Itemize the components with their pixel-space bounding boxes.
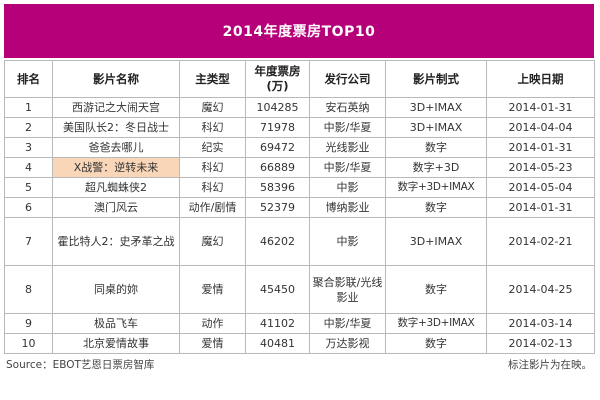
cell-distributor: 中影 — [309, 217, 386, 266]
cell-format: 数字 — [385, 333, 487, 354]
cell-distributor: 博纳影业 — [309, 197, 386, 218]
cell-rank: 9 — [4, 313, 53, 334]
cell-genre: 魔幻 — [179, 97, 246, 118]
cell-release-date: 2014-02-21 — [486, 217, 595, 266]
cell-film-name: 西游记之大闹天宫 — [52, 97, 180, 118]
table-row: 8 同桌的妳 爱情 45450 聚合影联/光线影业 数字 2014-04-25 — [4, 265, 595, 314]
cell-rank: 1 — [4, 97, 53, 118]
cell-film-name: 爸爸去哪儿 — [52, 137, 180, 158]
cell-box-office: 40481 — [245, 333, 310, 354]
cell-genre: 科幻 — [179, 117, 246, 138]
table-row: 4 X战警：逆转未来 科幻 66889 中影/华夏 数字+3D 2014-05-… — [4, 157, 595, 178]
cell-genre: 科幻 — [179, 157, 246, 178]
cell-rank: 8 — [4, 265, 53, 314]
table-footer: Source：EBOT艺恩日票房智库 标注影片为在映。 — [4, 357, 594, 372]
cell-format: 数字 — [385, 265, 487, 314]
cell-format: 数字+3D — [385, 157, 487, 178]
header-rank: 排名 — [4, 60, 53, 98]
cell-distributor: 安石英纳 — [309, 97, 386, 118]
box-office-table: 排名 影片名称 主类型 年度票房(万) 发行公司 影片制式 上映日期 1 西游记… — [4, 60, 595, 354]
cell-film-name: 北京爱情故事 — [52, 333, 180, 354]
header-box-office: 年度票房(万) — [245, 60, 310, 98]
cell-format: 3D+IMAX — [385, 97, 487, 118]
cell-box-office: 45450 — [245, 265, 310, 314]
cell-format: 3D+IMAX — [385, 217, 487, 266]
cell-box-office: 66889 — [245, 157, 310, 178]
cell-rank: 10 — [4, 333, 53, 354]
cell-genre: 动作 — [179, 313, 246, 334]
cell-distributor: 中影/华夏 — [309, 157, 386, 178]
cell-rank: 5 — [4, 177, 53, 198]
cell-film-name: 极品飞车 — [52, 313, 180, 334]
cell-rank: 6 — [4, 197, 53, 218]
cell-genre: 爱情 — [179, 333, 246, 354]
cell-box-office: 104285 — [245, 97, 310, 118]
cell-rank: 2 — [4, 117, 53, 138]
source-note: Source：EBOT艺恩日票房智库 — [6, 359, 155, 371]
header-format: 影片制式 — [385, 60, 487, 98]
cell-release-date: 2014-05-04 — [486, 177, 595, 198]
cell-release-date: 2014-01-31 — [486, 97, 595, 118]
cell-distributor: 万达影视 — [309, 333, 386, 354]
box-office-table-container: 2014年度票房TOP10 排名 影片名称 主类型 年度票房(万) 发行公司 影… — [4, 4, 595, 372]
table-row: 2 美国队长2：冬日战士 科幻 71978 中影/华夏 3D+IMAX 2014… — [4, 117, 595, 138]
cell-film-name: 霍比特人2：史矛革之战 — [52, 217, 180, 266]
cell-release-date: 2014-02-13 — [486, 333, 595, 354]
cell-genre: 爱情 — [179, 265, 246, 314]
cell-distributor: 中影/华夏 — [309, 117, 386, 138]
highlight-note: 标注影片为在映。 — [508, 359, 592, 371]
cell-rank: 7 — [4, 217, 53, 266]
cell-release-date: 2014-01-31 — [486, 197, 595, 218]
table-row: 10 北京爱情故事 爱情 40481 万达影视 数字 2014-02-13 — [4, 333, 595, 354]
header-distributor: 发行公司 — [309, 60, 386, 98]
cell-film-name: 超凡蜘蛛侠2 — [52, 177, 180, 198]
cell-box-office: 58396 — [245, 177, 310, 198]
cell-release-date: 2014-05-23 — [486, 157, 595, 178]
header-genre: 主类型 — [179, 60, 246, 98]
cell-distributor: 光线影业 — [309, 137, 386, 158]
cell-box-office: 41102 — [245, 313, 310, 334]
cell-film-name-highlighted: X战警：逆转未来 — [52, 157, 180, 178]
cell-genre: 纪实 — [179, 137, 246, 158]
cell-release-date: 2014-04-25 — [486, 265, 595, 314]
header-row: 排名 影片名称 主类型 年度票房(万) 发行公司 影片制式 上映日期 — [4, 60, 595, 98]
table-row: 1 西游记之大闹天宫 魔幻 104285 安石英纳 3D+IMAX 2014-0… — [4, 97, 595, 118]
cell-film-name: 美国队长2：冬日战士 — [52, 117, 180, 138]
cell-genre: 魔幻 — [179, 217, 246, 266]
table-row: 6 澳门风云 动作/剧情 52379 博纳影业 数字 2014-01-31 — [4, 197, 595, 218]
cell-release-date: 2014-01-31 — [486, 137, 595, 158]
table-row: 9 极品飞车 动作 41102 中影/华夏 数字+3D+IMAX 2014-03… — [4, 313, 595, 334]
cell-format: 3D+IMAX — [385, 117, 487, 138]
cell-distributor: 聚合影联/光线影业 — [309, 265, 386, 314]
cell-box-office: 69472 — [245, 137, 310, 158]
cell-box-office: 52379 — [245, 197, 310, 218]
cell-format: 数字 — [385, 137, 487, 158]
cell-format: 数字+3D+IMAX — [385, 177, 487, 198]
table-row: 7 霍比特人2：史矛革之战 魔幻 46202 中影 3D+IMAX 2014-0… — [4, 217, 595, 266]
cell-distributor: 中影 — [309, 177, 386, 198]
cell-box-office: 71978 — [245, 117, 310, 138]
cell-film-name: 同桌的妳 — [52, 265, 180, 314]
cell-genre: 动作/剧情 — [179, 197, 246, 218]
table-row: 3 爸爸去哪儿 纪实 69472 光线影业 数字 2014-01-31 — [4, 137, 595, 158]
cell-rank: 3 — [4, 137, 53, 158]
table-row: 5 超凡蜘蛛侠2 科幻 58396 中影 数字+3D+IMAX 2014-05-… — [4, 177, 595, 198]
cell-release-date: 2014-03-14 — [486, 313, 595, 334]
cell-genre: 科幻 — [179, 177, 246, 198]
header-film-name: 影片名称 — [52, 60, 180, 98]
table-title: 2014年度票房TOP10 — [4, 4, 594, 58]
cell-format: 数字+3D+IMAX — [385, 313, 487, 334]
cell-format: 数字 — [385, 197, 487, 218]
cell-box-office: 46202 — [245, 217, 310, 266]
cell-rank: 4 — [4, 157, 53, 178]
cell-release-date: 2014-04-04 — [486, 117, 595, 138]
cell-distributor: 中影/华夏 — [309, 313, 386, 334]
header-release-date: 上映日期 — [486, 60, 595, 98]
cell-film-name: 澳门风云 — [52, 197, 180, 218]
